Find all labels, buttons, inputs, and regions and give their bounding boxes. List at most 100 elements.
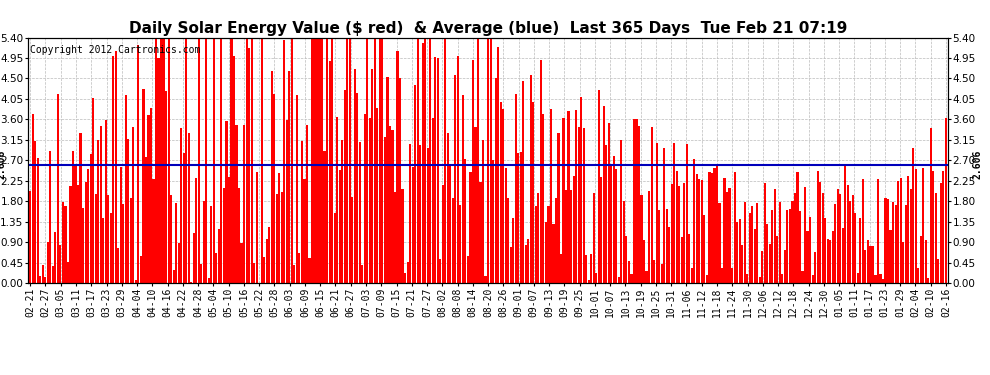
Bar: [37, 158, 39, 283]
Bar: [417, 38, 419, 283]
Bar: [696, 174, 698, 283]
Bar: [291, 38, 293, 283]
Bar: [482, 140, 484, 283]
Bar: [122, 204, 125, 283]
Bar: [844, 166, 846, 283]
Bar: [902, 242, 904, 283]
Bar: [319, 38, 321, 283]
Bar: [877, 179, 879, 283]
Bar: [736, 222, 739, 283]
Bar: [145, 157, 148, 283]
Bar: [172, 270, 174, 283]
Bar: [399, 78, 401, 283]
Bar: [500, 102, 502, 283]
Bar: [472, 60, 474, 283]
Bar: [510, 248, 512, 283]
Bar: [374, 38, 376, 283]
Bar: [832, 231, 834, 283]
Bar: [789, 209, 791, 283]
Bar: [303, 179, 306, 283]
Bar: [492, 160, 494, 283]
Bar: [56, 93, 59, 283]
Bar: [155, 38, 157, 283]
Bar: [64, 206, 66, 283]
Bar: [140, 256, 142, 283]
Bar: [270, 70, 273, 283]
Bar: [47, 242, 49, 283]
Bar: [331, 38, 334, 283]
Bar: [824, 218, 827, 283]
Bar: [555, 198, 557, 283]
Bar: [621, 140, 623, 283]
Bar: [517, 153, 520, 283]
Bar: [286, 120, 288, 283]
Bar: [575, 110, 577, 283]
Bar: [660, 264, 662, 283]
Bar: [170, 195, 172, 283]
Bar: [618, 277, 620, 283]
Bar: [675, 171, 678, 283]
Bar: [776, 236, 778, 283]
Bar: [361, 265, 363, 283]
Bar: [771, 210, 773, 283]
Bar: [195, 178, 197, 283]
Bar: [208, 278, 210, 283]
Bar: [585, 255, 587, 283]
Bar: [633, 119, 635, 283]
Bar: [794, 193, 796, 283]
Bar: [51, 266, 53, 283]
Bar: [185, 38, 187, 283]
Bar: [371, 69, 373, 283]
Bar: [180, 128, 182, 283]
Bar: [940, 183, 941, 283]
Bar: [324, 151, 326, 283]
Bar: [358, 142, 360, 283]
Bar: [673, 143, 675, 283]
Bar: [386, 76, 388, 283]
Bar: [746, 274, 748, 283]
Bar: [588, 280, 590, 283]
Bar: [562, 118, 564, 283]
Bar: [29, 190, 32, 283]
Bar: [246, 38, 248, 283]
Bar: [887, 200, 889, 283]
Bar: [769, 244, 771, 283]
Bar: [616, 169, 618, 283]
Bar: [882, 279, 884, 283]
Bar: [739, 219, 741, 283]
Bar: [133, 127, 135, 283]
Bar: [50, 151, 51, 283]
Bar: [446, 134, 448, 283]
Bar: [593, 193, 595, 283]
Bar: [859, 218, 861, 283]
Bar: [175, 203, 177, 283]
Bar: [135, 280, 137, 283]
Bar: [250, 38, 252, 283]
Bar: [691, 267, 693, 283]
Bar: [321, 38, 323, 283]
Bar: [306, 125, 308, 283]
Bar: [567, 111, 569, 283]
Bar: [678, 186, 680, 283]
Bar: [751, 206, 753, 283]
Bar: [477, 38, 479, 283]
Bar: [610, 165, 613, 283]
Bar: [580, 97, 582, 283]
Bar: [595, 273, 597, 283]
Bar: [218, 229, 220, 283]
Bar: [598, 90, 600, 283]
Bar: [796, 172, 799, 283]
Bar: [281, 192, 283, 283]
Bar: [648, 191, 650, 283]
Bar: [758, 276, 761, 283]
Bar: [905, 205, 907, 283]
Bar: [923, 168, 925, 283]
Bar: [363, 114, 366, 283]
Bar: [636, 119, 638, 283]
Bar: [296, 95, 298, 283]
Bar: [298, 253, 301, 283]
Bar: [711, 172, 713, 283]
Bar: [157, 58, 159, 283]
Bar: [102, 218, 104, 283]
Bar: [665, 210, 667, 283]
